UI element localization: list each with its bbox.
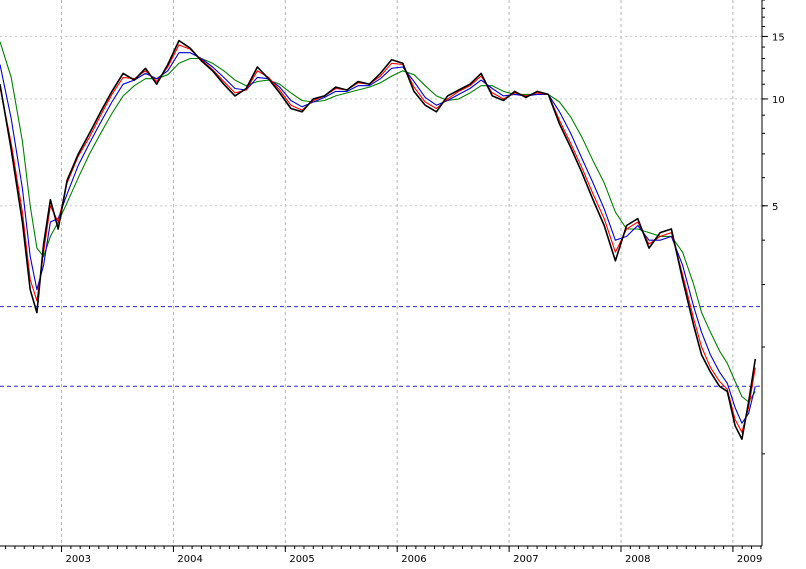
- grid-layer: [0, 0, 762, 546]
- series-line: [0, 41, 756, 403]
- reference-lines: [0, 306, 762, 387]
- x-tick-label: 2009: [737, 554, 762, 565]
- x-tick-label: 2008: [625, 554, 650, 565]
- x-tick-label: 2005: [289, 554, 314, 565]
- axis-layer: 2003 2004 2005 2006 2007 2008 2009 15 10 5: [0, 0, 785, 565]
- x-tick-label: 2004: [177, 554, 202, 565]
- x-tick-label: 2006: [401, 554, 426, 565]
- series-line: [0, 39, 757, 441]
- y-tick-label: 15: [772, 32, 785, 43]
- series-line: [0, 44, 756, 433]
- x-tick-label: 2007: [513, 554, 538, 565]
- y-tick-label: 5: [772, 202, 778, 213]
- x-tick-label: 2003: [66, 554, 91, 565]
- series-line: [0, 52, 756, 424]
- series-layer: [0, 39, 757, 441]
- y-tick-label: 10: [772, 95, 785, 106]
